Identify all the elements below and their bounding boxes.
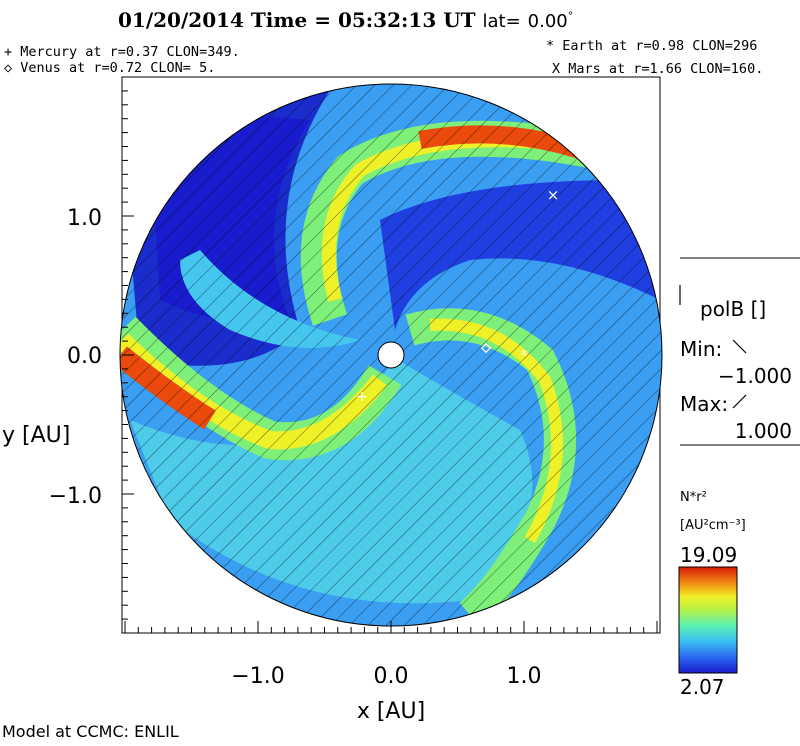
min-label: Min: [680,337,722,361]
colorbar-min: 2.07 [680,675,725,699]
min-glyph [732,339,747,354]
mars-marker: × [547,186,560,204]
field-title: polB [] [700,297,766,321]
date-text: 01/20/2014 [118,8,244,32]
sun-marker [377,341,405,369]
y-tick-label: 0.0 [67,344,102,369]
max-label: Max: [680,392,728,416]
y-axis-label: y [AU] [2,423,70,448]
y-tick-label: 1.0 [67,206,102,231]
y-tick-label: −1.0 [49,484,102,509]
max-value: 1.000 [735,419,792,443]
plot-title: 01/20/2014 Time = 05:32:13 UT lat= 0.00° [118,8,573,32]
earth-marker: * [521,348,528,364]
min-value: −1.000 [718,364,792,388]
mercury-marker: + [356,389,368,405]
mercury-legend: + Mercury at r=0.37 CLON=349. [4,44,240,60]
earth-legend: * Earth at r=0.98 CLON=296 [546,38,758,54]
venus-legend: ◇ Venus at r=0.72 CLON= 5. [4,60,216,76]
time-label: Time = [250,8,331,32]
colorbar [678,566,738,674]
model-credit: Model at CCMC: ENLIL [2,722,179,741]
x-tick-label: 1.0 [507,664,542,689]
axis-ticks [122,76,658,634]
venus-marker [480,342,492,354]
mars-legend: X Mars at r=1.66 CLON=160. [552,61,764,77]
lat-unit: ° [567,9,574,23]
lat-label: lat= [482,11,521,32]
colorbar-label: N*r² [680,490,707,505]
x-axis-label: x [AU] [357,699,425,724]
x-tick-label: −1.0 [231,664,284,689]
max-glyph [732,394,747,409]
colorbar-max: 19.09 [680,543,737,567]
time-text: 05:32:13 UT [337,8,476,32]
x-tick-label: 0.0 [374,664,409,689]
colorbar-unit: [AU²cm⁻³] [680,518,746,533]
lat-value: 0.00 [527,11,568,32]
